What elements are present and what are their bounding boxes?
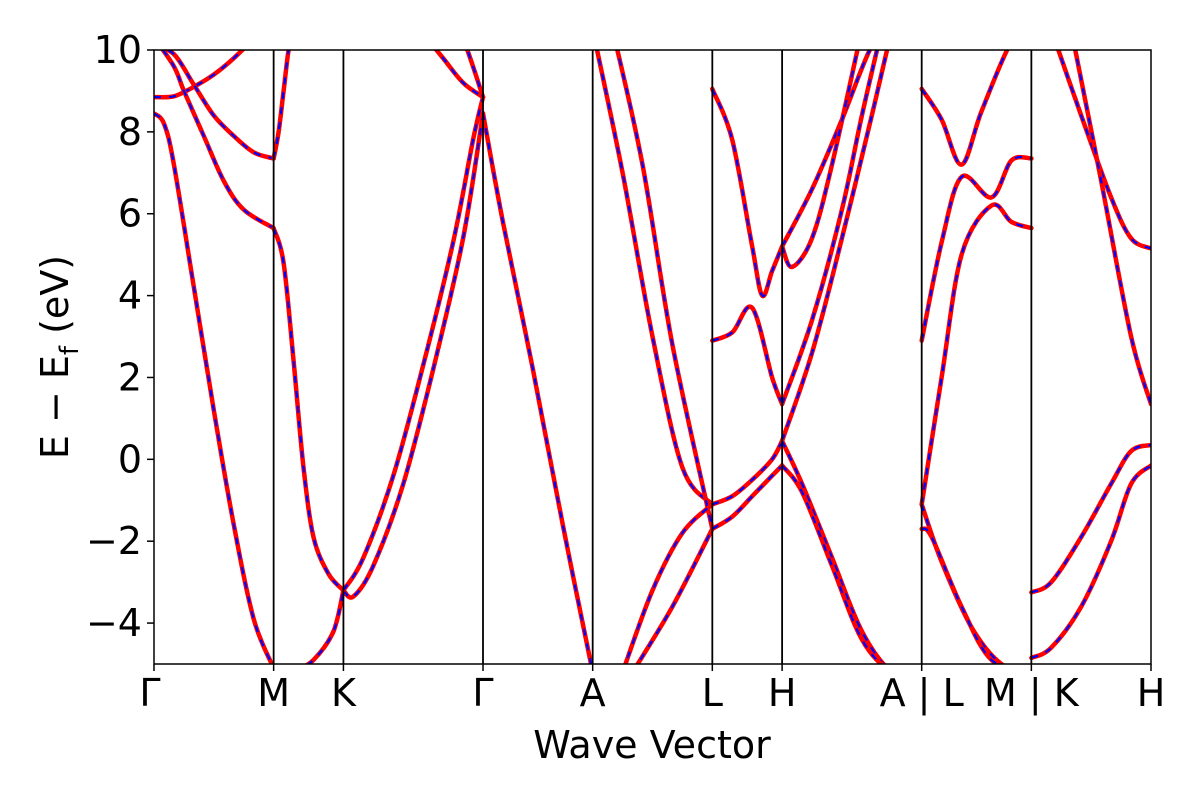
band-line-dashed-13 [616,50,714,530]
band-line-28 [919,202,1034,507]
y-axis-title-main: E − E [33,355,77,459]
y-axis-ticks: −4 −2 0 2 4 6 8 10 [86,28,154,645]
band-line-22 [779,50,880,407]
y-tick-label-0: −4 [86,601,142,645]
band-line-dashed-10 [466,50,485,98]
band-line-7 [341,111,486,600]
band-line-dashed-29 [920,504,1004,664]
y-tick-label-1: −2 [86,519,142,563]
band-line-dashed-18 [711,440,784,506]
band-line-18 [710,438,785,507]
band-line-13 [615,50,715,532]
band-line-dashed-5 [272,227,345,592]
band-line-17 [710,304,785,407]
band-line-5 [271,225,346,593]
band-line-dashed-2 [161,50,275,230]
y-tick-label-6: 8 [118,110,142,154]
band-line-15 [623,502,715,664]
band-line-dashed-34 [1074,50,1151,405]
band-line-dashed-0 [154,50,244,99]
band-line-dashed-30 [921,527,1000,664]
y-axis-title: E − Ef (eV) [33,255,85,459]
x-tick-label-7: A | L [880,671,964,716]
band-line-dashed-11 [481,113,593,664]
y-tick-label-5: 6 [118,192,142,236]
band-line-dashed-31 [1030,443,1151,594]
band-line-21 [779,50,860,270]
band-line-dashed-21 [781,50,859,268]
y-tick-label-2: 0 [118,437,142,481]
x-tick-label-9: H [1137,671,1166,715]
band-line-dashed-32 [1030,464,1151,659]
x-tick-label-4: A [580,671,606,715]
band-line-25 [779,463,885,664]
x-tick-label-6: H [768,671,797,715]
y-tick-label-7: 10 [94,28,142,72]
band-line-dashed-9 [435,50,484,99]
band-line-33 [1055,50,1151,251]
band-line-dashed-33 [1057,50,1151,250]
band-line-dashed-16 [711,88,784,298]
k-point-lines [272,50,1033,664]
band-line-32 [1029,463,1151,661]
band-line-12 [594,50,715,507]
band-line-dashed-1 [165,50,274,160]
band-line-dashed-23 [781,50,889,442]
band-line-dashed-17 [711,305,784,405]
band-line-dashed-8 [342,96,485,591]
band-line-29 [919,502,1006,664]
band-line-dashed-12 [595,50,714,506]
x-tick-label-1: M [257,671,290,715]
band-line-dashed-6 [306,590,345,664]
band-line-dashed-7 [342,113,485,599]
y-axis-title-subscript: f [55,345,85,355]
band-line-dashed-19 [711,464,783,530]
y-tick-label-4: 4 [118,274,142,318]
x-tick-label-0: Γ [139,671,160,715]
x-tick-label-8: M | K [984,671,1080,716]
band-line-27 [919,154,1034,343]
band-lines [154,50,1151,664]
x-tick-label-5: L [702,671,723,715]
band-line-dashed-14 [636,528,714,664]
band-line-34 [1072,50,1151,407]
band-line-31 [1029,442,1151,595]
band-line-dashed-26 [920,50,1009,166]
band-line-dashed-24 [781,440,885,664]
band-line-30 [919,526,1003,664]
band-line-8 [341,94,486,593]
band-line-dashed-4 [272,50,290,159]
x-tick-label-2: K [331,671,357,715]
band-line-dashed-25 [781,464,883,664]
band-line-3 [154,111,275,664]
y-axis-title-unit: (eV) [33,255,77,346]
x-axis-title: Wave Vector [533,723,771,767]
band-line-dashed-3 [154,112,273,664]
y-tick-label-3: 2 [118,355,142,399]
band-line-2 [160,50,276,231]
band-line-6 [304,588,346,664]
band-line-dashed-15 [624,503,714,664]
plot-frame [153,49,1152,665]
band-line-24 [779,438,887,664]
band-line-16 [710,86,785,299]
x-tick-label-3: Γ [472,671,493,715]
